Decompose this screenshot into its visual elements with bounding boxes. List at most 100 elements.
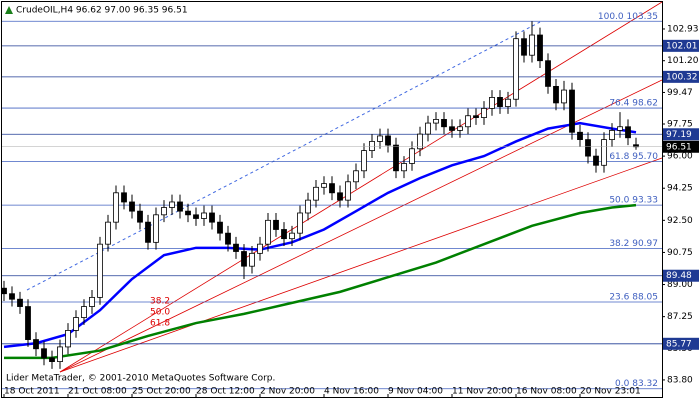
candle-body <box>321 183 327 188</box>
y-tick-label: 94.25 <box>667 184 693 194</box>
level-box <box>663 269 699 282</box>
x-tick-label: 28 Oct 12:00 <box>196 387 255 397</box>
fan-line <box>59 1 663 373</box>
y-tick-label: 102.93 <box>667 24 699 34</box>
candle-body <box>201 212 207 219</box>
y-tick-label: 96.00 <box>667 152 693 162</box>
y-tick-label: 89.00 <box>667 280 693 290</box>
level-label: 97.19 <box>666 130 692 140</box>
candle-body <box>241 251 247 267</box>
level-label: 85.77 <box>666 339 692 349</box>
x-tick-label: 9 Nov 04:00 <box>388 387 443 397</box>
candle-body <box>209 212 215 223</box>
candle-body <box>521 38 527 56</box>
candle-body <box>433 119 439 124</box>
candle-body <box>345 181 351 201</box>
candle-body <box>121 192 127 203</box>
candle-body <box>537 34 543 62</box>
candle-body <box>193 214 199 219</box>
y-tick-label: 92.50 <box>667 216 693 226</box>
x-tick-label: 2 Nov 20:00 <box>260 387 315 397</box>
candle-body <box>185 210 191 216</box>
candle-body <box>529 34 535 56</box>
candle-body <box>233 243 239 252</box>
candle-body <box>417 133 423 150</box>
fib-label: 76.4 98.62 <box>609 99 658 109</box>
candle-body <box>497 97 503 107</box>
candle-body <box>353 170 359 183</box>
candle-body <box>273 219 279 230</box>
candle-body <box>161 207 167 216</box>
fan-line <box>59 79 663 373</box>
candle-body <box>17 298 23 307</box>
candle-body <box>569 89 575 133</box>
chart-title: CrudeOIL,H4 96.62 97.00 96.35 96.51 <box>16 6 188 16</box>
candle-body <box>577 131 583 140</box>
y-tick-label: 83.80 <box>667 375 693 385</box>
candle-body <box>609 130 615 140</box>
candle-body <box>113 192 119 223</box>
candle-body <box>249 252 255 267</box>
level-label: 100.32 <box>666 72 698 82</box>
current-price-box <box>663 140 699 153</box>
candle-body <box>409 148 415 164</box>
candle-body <box>49 357 55 362</box>
fib-trend-line <box>26 21 541 291</box>
candle-body <box>625 126 631 139</box>
candle-body <box>393 144 399 172</box>
candle-body <box>289 232 295 240</box>
x-tick-label: 18 Oct 2011 <box>4 387 60 397</box>
candle-body <box>217 221 223 234</box>
fan-line <box>59 157 663 373</box>
candle-body <box>81 306 87 318</box>
candle-body <box>145 221 151 243</box>
candle-body <box>329 183 335 194</box>
candle-body <box>633 144 639 148</box>
candle-body <box>313 186 319 201</box>
candle-body <box>57 346 63 362</box>
candle-body <box>425 122 431 135</box>
candle-body <box>601 139 607 166</box>
candle-body <box>385 135 391 146</box>
fib-label: 0.0 83.32 <box>615 379 658 389</box>
candle-body <box>9 293 15 300</box>
candle-body <box>65 330 71 348</box>
y-tick-label: 87.25 <box>667 312 693 322</box>
candle-body <box>129 201 135 212</box>
candle-body <box>225 232 231 245</box>
fan-label: 50.0 <box>150 308 170 318</box>
x-tick-label: 16 Nov 08:00 <box>516 387 577 397</box>
x-tick-label: 21 Oct 08:00 <box>68 387 127 397</box>
y-tick-label: 90.75 <box>667 248 693 258</box>
candle-body <box>337 192 343 201</box>
candle-body <box>169 201 175 208</box>
symbol-icon <box>5 6 13 14</box>
fib-label: 100.0 103.35 <box>598 12 658 22</box>
level-label: 89.48 <box>666 271 692 281</box>
level-label: 102.01 <box>666 41 698 51</box>
candle-body <box>369 141 375 152</box>
candle-body <box>25 306 31 340</box>
x-tick-label: 20 Nov 23:01 <box>580 387 641 397</box>
candle-body <box>465 115 471 128</box>
drawn-objects <box>26 1 663 373</box>
candle-body <box>513 38 519 100</box>
fan-label: 61.8 <box>150 319 170 329</box>
candle-body <box>265 219 271 245</box>
x-tick-label: 25 Oct 20:00 <box>132 387 191 397</box>
candle-body <box>361 150 367 172</box>
fib-label: 61.8 95.70 <box>609 152 658 162</box>
x-tick-label: 4 Nov 16:00 <box>324 387 379 397</box>
moving-average <box>4 203 637 360</box>
candle-body <box>89 296 95 307</box>
candle-body <box>297 212 303 234</box>
x-tick-label: 11 Nov 20:00 <box>452 387 513 397</box>
candle-body <box>617 126 623 131</box>
candle-body <box>33 339 39 350</box>
level-box <box>663 39 699 52</box>
candle-body <box>1 287 7 295</box>
moving-average <box>3 121 637 349</box>
candle-body <box>177 201 183 212</box>
candle-body <box>441 119 447 128</box>
